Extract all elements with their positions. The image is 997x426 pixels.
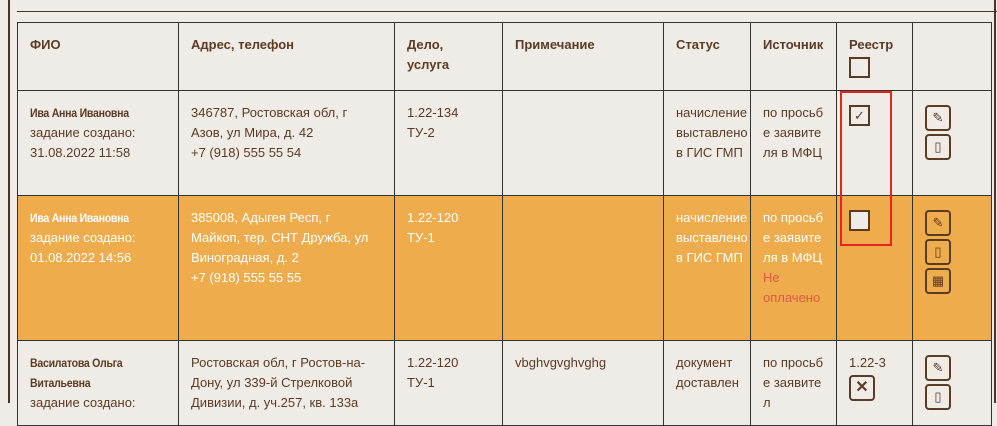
registry-checkbox[interactable] [849,210,870,231]
header-registry: Реестр [836,22,913,91]
pencil-icon: ✎ [932,110,944,125]
status: начисление выставлено в ГИС ГМП [663,90,751,196]
table-header: ФИО Адрес, телефон Дело, услуга Примечан… [17,22,992,91]
created-at: задание создано: 01.08.2022 14:56 [30,230,136,265]
status: начисление выставлено в ГИС ГМП [663,195,751,341]
document-icon: ▯ [934,389,942,404]
address: Ростовская обл, г Ростов-на-Дону, ул 339… [191,355,366,410]
pencil-icon: ✎ [932,215,944,230]
close-icon: ✕ [855,379,869,396]
selection-highlight [840,91,892,246]
document-button[interactable]: ▯ [925,384,951,410]
phone: +7 (918) 555 55 55 [191,270,302,285]
phone: +7 (918) 555 55 54 [191,145,302,160]
edit-button[interactable]: ✎ [925,355,951,381]
remove-from-registry-button[interactable]: ✕ [849,375,875,401]
edit-button[interactable]: ✎ [925,105,951,131]
address: 385008, Адыгея Респ, г Майкоп, тер. СНТ … [191,210,369,265]
note [502,195,664,341]
applicant-name[interactable]: Ива Анна Ивановна [30,106,129,120]
right-border [994,0,996,403]
source: по просьбе заявителя в МФЦ [750,90,837,196]
payment-button[interactable]: ▦ [925,268,951,294]
applicant-name[interactable]: Василатова Ольга Витальевна [30,356,123,390]
edit-button[interactable]: ✎ [925,210,951,236]
document-icon: ▯ [934,244,942,259]
address: 346787, Ростовская обл, г Азов, ул Мира,… [191,105,348,140]
pencil-icon: ✎ [932,360,944,375]
source: по просьбе заявителя в МФЦ [763,210,824,265]
service: ТУ-1 [407,375,435,390]
case-number: 1.22-120 [407,355,459,370]
service: ТУ-1 [407,230,435,245]
table-row[interactable]: Ива Анна Ивановна задание создано: 31.08.… [17,90,992,196]
header-case: Дело, услуга [394,22,503,91]
header-fio: ФИО [17,22,179,91]
divider [17,11,997,12]
source: по просьбе заявител [750,340,837,426]
applicant-name[interactable]: Ива Анна Ивановна [30,211,129,225]
header-note: Примечание [502,22,664,91]
payment-warning: Не оплачено [763,270,821,305]
note: vbghvgvghvghg [502,340,664,426]
select-all-checkbox[interactable] [849,57,870,78]
header-actions [912,22,992,91]
document-icon: ▯ [934,139,942,154]
status: документ доставлен [663,340,751,426]
registry-ref: 1.22-3 [849,355,886,370]
case-number: 1.22-120 [407,210,459,225]
created-at: задание создано: 31.08.2022 11:58 [30,125,136,160]
service: ТУ-2 [407,125,435,140]
created-at: задание создано: [30,395,136,410]
left-border [8,0,10,403]
header-status: Статус [663,22,751,91]
header-source: Источник [750,22,837,91]
case-number: 1.22-134 [407,105,459,120]
coins-icon: ▦ [931,273,945,288]
registry-checkbox[interactable]: ✓ [849,105,870,126]
table-row[interactable]: Василатова Ольга Витальевна задание созда… [17,340,992,426]
document-button[interactable]: ▯ [925,239,951,265]
header-registry-label: Реестр [849,37,894,52]
document-button[interactable]: ▯ [925,134,951,160]
header-address: Адрес, телефон [178,22,395,91]
note [502,90,664,196]
